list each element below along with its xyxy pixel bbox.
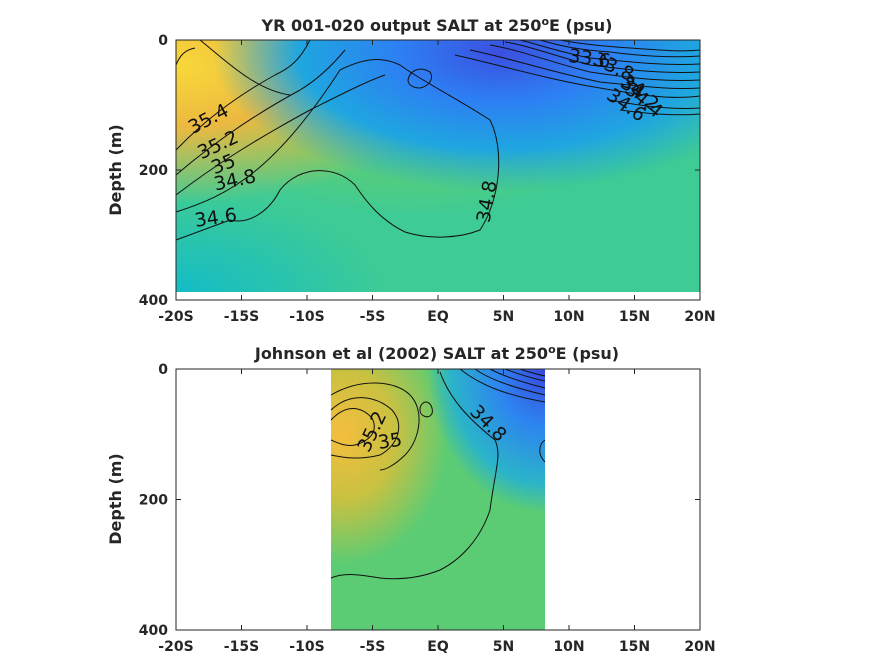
- contour-label: 35: [376, 429, 403, 454]
- top-contour: [175, 49, 346, 176]
- bottom-contour: [419, 401, 433, 418]
- top-contour: [175, 39, 311, 151]
- top-contour: [504, 41, 701, 74]
- top-contours: [175, 39, 701, 241]
- x-tick-label: 10N: [553, 309, 584, 325]
- x-tick-label: -20S: [158, 309, 193, 325]
- bottom-contour: [489, 368, 546, 389]
- top-contour: [407, 68, 433, 89]
- y-tick-label: 400: [139, 293, 168, 309]
- bottom-field-fresh: [331, 369, 545, 630]
- bottom-contours: [330, 368, 546, 580]
- bottom-contour: [459, 368, 546, 403]
- bottom-panel-field: [331, 369, 545, 630]
- top-panel-title: YR 001-020 output SALT at 250oE (psu): [261, 15, 613, 35]
- bottom-contour: [330, 397, 400, 459]
- x-tick-label: -10S: [289, 639, 324, 655]
- top-y-axis-label: Depth (m): [106, 124, 125, 216]
- bottom-contour: [519, 368, 546, 377]
- top-contour: [609, 99, 701, 110]
- bottom-x-ticks: -20S -15S -10S -5S EQ 5N 10N 15N 20N: [158, 369, 716, 655]
- x-tick-label: -5S: [360, 639, 386, 655]
- x-tick-label: 15N: [619, 309, 650, 325]
- top-contour: [519, 39, 701, 66]
- top-contour: [539, 39, 701, 58]
- x-tick-label: 5N: [493, 639, 514, 655]
- y-tick-label: 0: [158, 33, 168, 49]
- bottom-contour: [539, 439, 546, 463]
- y-tick-label: 200: [139, 163, 168, 179]
- x-tick-label: 5N: [493, 309, 514, 325]
- x-tick-label: 20N: [684, 639, 715, 655]
- x-tick-label: EQ: [427, 309, 449, 325]
- y-tick-label: 0: [158, 362, 168, 378]
- y-tick-label: 200: [139, 493, 168, 509]
- x-tick-label: EQ: [427, 639, 449, 655]
- x-tick-label: -15S: [224, 639, 259, 655]
- bottom-y-ticks: 0 200 400: [139, 362, 700, 639]
- y-tick-label: 400: [139, 623, 168, 639]
- top-contour: [469, 49, 701, 90]
- x-tick-label: -10S: [289, 309, 324, 325]
- bottom-panel: Johnson et al (2002) SALT at 250oE (psu)…: [106, 343, 716, 655]
- bottom-contour: [330, 371, 499, 580]
- top-contour: [489, 44, 701, 82]
- bottom-contour: [474, 368, 546, 396]
- top-contour: [454, 54, 701, 98]
- top-x-ticks: -20S -15S -10S -5S EQ 5N 10N 15N 20N: [158, 40, 716, 325]
- bottom-contour: [330, 382, 420, 471]
- top-y-ticks: 0 200 400: [139, 33, 700, 309]
- top-panel: YR 001-020 output SALT at 250oE (psu): [106, 15, 716, 325]
- x-tick-label: 10N: [553, 639, 584, 655]
- x-tick-label: 15N: [619, 639, 650, 655]
- top-contour: [619, 109, 701, 116]
- bottom-contour: [504, 368, 546, 382]
- x-tick-label: -15S: [224, 309, 259, 325]
- bottom-panel-title: Johnson et al (2002) SALT at 250oE (psu): [254, 343, 619, 363]
- top-contour: [175, 47, 196, 66]
- top-contour: [559, 39, 701, 52]
- top-contour: [199, 39, 291, 96]
- top-contour: [175, 74, 386, 196]
- bottom-contour: [330, 408, 375, 446]
- top-contour: [175, 59, 500, 241]
- x-tick-label: -5S: [360, 309, 386, 325]
- bottom-y-axis-label: Depth (m): [106, 453, 125, 545]
- x-tick-label: 20N: [684, 309, 715, 325]
- x-tick-label: -20S: [158, 639, 193, 655]
- top-panel-field: [176, 40, 700, 292]
